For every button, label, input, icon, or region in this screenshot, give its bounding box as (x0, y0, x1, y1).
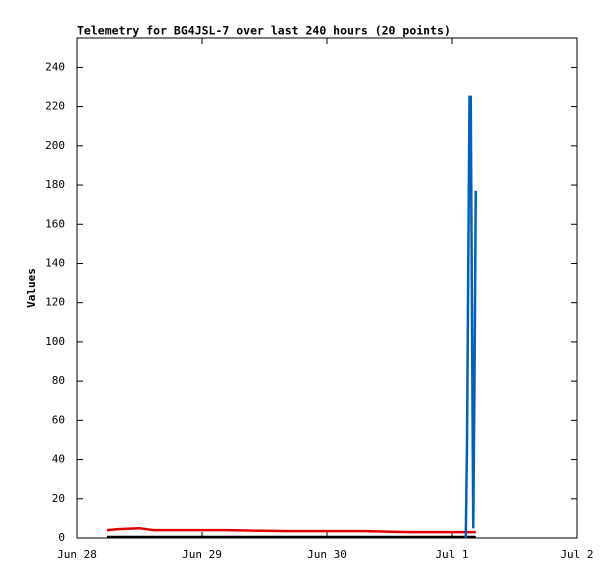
x-tick-label: Jul 1 (435, 548, 468, 561)
y-tick-label: 240 (45, 60, 65, 73)
x-tick-label: Jun 28 (57, 548, 97, 561)
x-tick-label: Jun 30 (307, 548, 347, 561)
y-tick-label: 140 (45, 256, 65, 269)
y-tick-label: 20 (52, 492, 65, 505)
y-tick-label: 180 (45, 178, 65, 191)
y-tick-label: 60 (52, 413, 65, 426)
chart-title: Telemetry for BG4JSL-7 over last 240 hou… (77, 24, 451, 38)
x-tick-label: Jul 2 (560, 548, 593, 561)
y-tick-label: 220 (45, 100, 65, 113)
y-tick-label: 0 (58, 531, 65, 544)
y-tick-label: 200 (45, 139, 65, 152)
y-tick-label: 120 (45, 296, 65, 309)
y-tick-label: 40 (52, 453, 65, 466)
series-line (464, 95, 477, 539)
y-tick-label: 80 (52, 374, 65, 387)
y-tick-label: 100 (45, 335, 65, 348)
y-tick-label: 160 (45, 217, 65, 230)
y-axis-label: Values (25, 268, 38, 308)
x-tick-label: Jun 29 (182, 548, 222, 561)
series-line (106, 526, 476, 534)
